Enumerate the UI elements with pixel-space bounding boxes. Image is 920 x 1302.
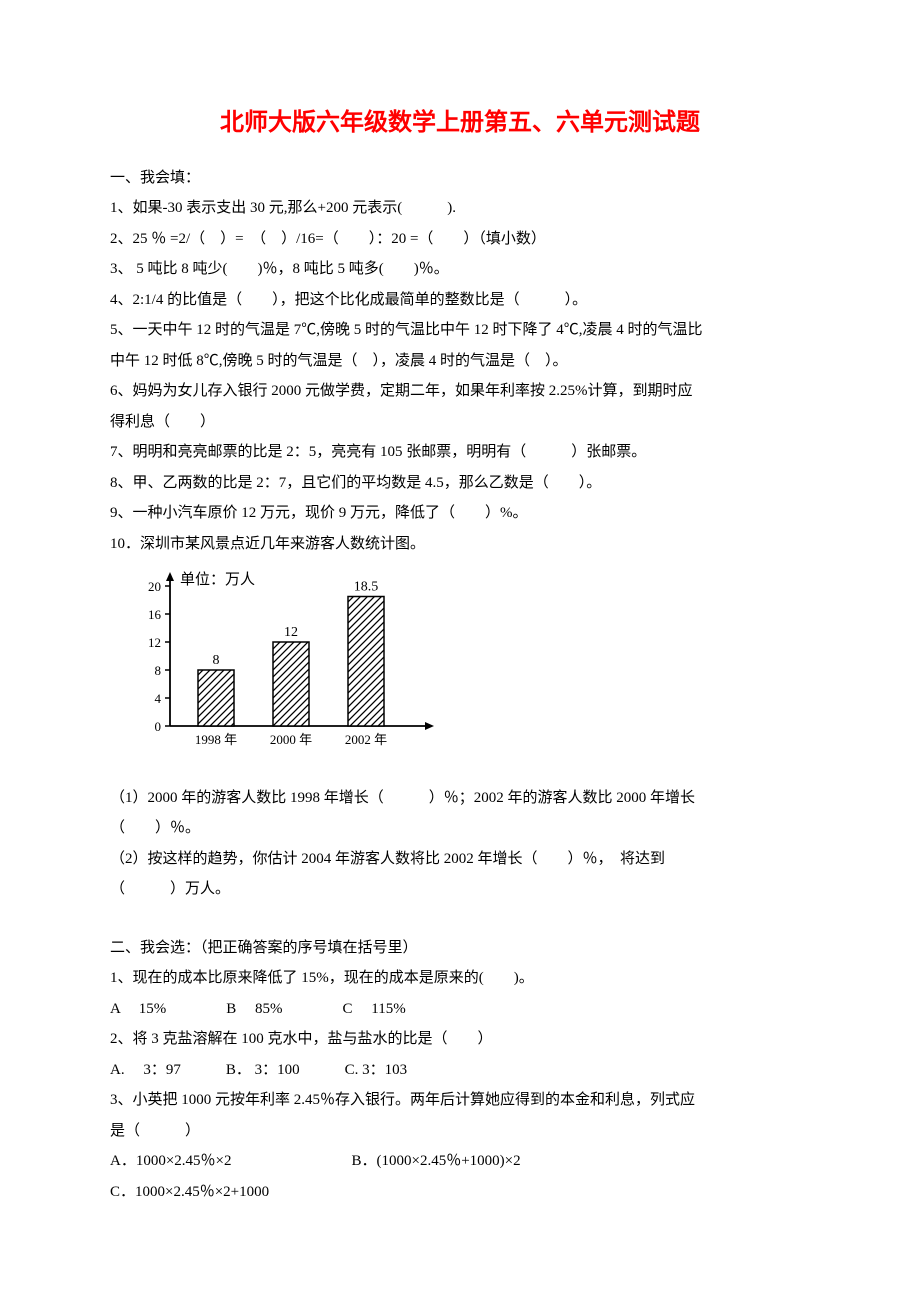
svg-text:18.5: 18.5	[354, 580, 379, 595]
s1-q5b: 中午 12 时低 8℃,傍晚 5 时的气温是（ ），凌晨 4 时的气温是（ ）。	[110, 347, 810, 376]
s2-q3-ab: A．1000×2.45％×2 B．(1000×2.45％+1000)×2	[110, 1147, 810, 1176]
bar-chart-svg: 0 4 8 12 16 20 单位：万人 8 1998 年 12 2000 年 18.5 2002 年	[118, 566, 438, 761]
s1-q1: 1、如果-30 表示支出 30 元,那么+200 元表示( ).	[110, 194, 810, 223]
svg-text:8: 8	[213, 653, 220, 668]
s1-q10-2a: （2）按这样的趋势，你估计 2004 年游客人数将比 2002 年增长（ ）％，…	[110, 845, 810, 874]
svg-text:2000 年: 2000 年	[270, 732, 312, 747]
svg-text:12: 12	[284, 625, 298, 640]
section1-header: 一、我会填：	[110, 164, 810, 193]
s1-q7: 7、明明和亮亮邮票的比是 2：5，亮亮有 105 张邮票，明明有（ ）张邮票。	[110, 438, 810, 467]
svg-text:2002 年: 2002 年	[345, 732, 387, 747]
s1-q8: 8、甲、乙两数的比是 2：7，且它们的平均数是 4.5，那么乙数是（ ）。	[110, 469, 810, 498]
svg-text:12: 12	[148, 635, 161, 650]
s1-q10: 10．深圳市某风景点近几年来游客人数统计图。	[110, 530, 810, 559]
svg-text:4: 4	[155, 691, 162, 706]
s1-q10-1b: （ ）％。	[110, 814, 810, 843]
s2-q3b: 是（ ）	[110, 1117, 810, 1146]
s2-q2-opts: A. 3：97 B． 3：100 C. 3：103	[110, 1056, 810, 1085]
s1-q4: 4、2:1/4 的比值是（ ），把这个比化成最简单的整数比是（ ）。	[110, 286, 810, 315]
svg-text:1998 年: 1998 年	[195, 732, 237, 747]
s1-q3: 3、 5 吨比 8 吨少( )％，8 吨比 5 吨多( )％。	[110, 255, 810, 284]
s2-q2: 2、将 3 克盐溶解在 100 克水中，盐与盐水的比是（ ）	[110, 1025, 810, 1054]
svg-text:0: 0	[155, 719, 162, 734]
section2-header: 二、我会选：（把正确答案的序号填在括号里）	[110, 934, 810, 963]
s1-q10-2b: （ ）万人。	[110, 875, 810, 904]
svg-text:8: 8	[155, 663, 162, 678]
s1-q10-1a: （1）2000 年的游客人数比 1998 年增长（ ）％；2002 年的游客人数…	[110, 784, 810, 813]
s1-q6b: 得利息（ ）	[110, 408, 810, 437]
svg-text:单位：万人: 单位：万人	[180, 571, 255, 588]
s1-q6a: 6、妈妈为女儿存入银行 2000 元做学费，定期二年，如果年利率按 2.25%计…	[110, 377, 810, 406]
s2-q1: 1、现在的成本比原来降低了 15%，现在的成本是原来的( )。	[110, 964, 810, 993]
s1-q9: 9、一种小汽车原价 12 万元，现价 9 万元，降低了（ ）%。	[110, 499, 810, 528]
svg-text:16: 16	[148, 607, 162, 622]
s2-q3a: 3、小英把 1000 元按年利率 2.45％存入银行。两年后计算她应得到的本金和…	[110, 1086, 810, 1115]
bar-chart: 0 4 8 12 16 20 单位：万人 8 1998 年 12 2000 年 18.5 2002 年	[118, 566, 810, 772]
s1-q5a: 5、一天中午 12 时的气温是 7℃,傍晚 5 时的气温比中午 12 时下降了 …	[110, 316, 810, 345]
s2-q1-opts: A 15% B 85% C 115%	[110, 995, 810, 1024]
svg-text:20: 20	[148, 579, 161, 594]
s1-q2: 2、25 ％ =2/（ ）= （ ）/16=（ ）：20 =（ ）（填小数）	[110, 225, 810, 254]
page-title: 北师大版六年级数学上册第五、六单元测试题	[110, 100, 810, 146]
s2-q3-c: C．1000×2.45％×2+1000	[110, 1178, 810, 1207]
